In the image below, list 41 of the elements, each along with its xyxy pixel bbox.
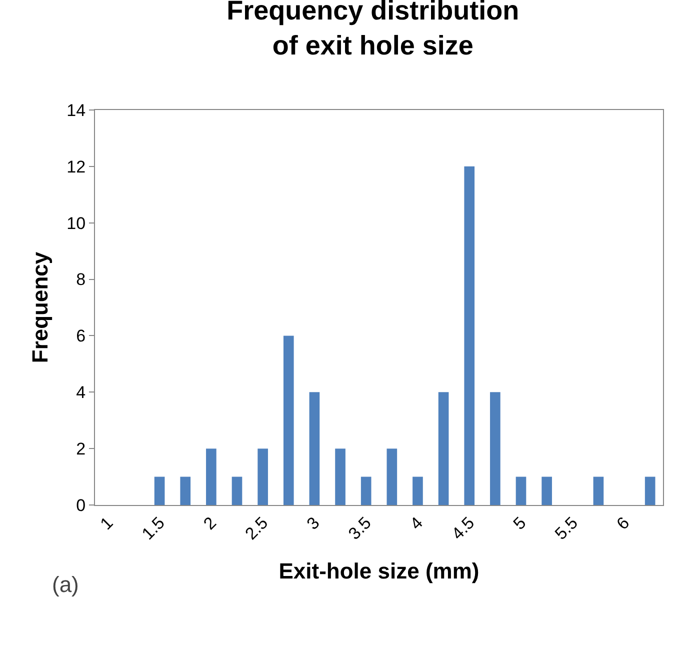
x-tick-label: 3.5 <box>344 513 375 544</box>
x-tick-label: 4.5 <box>448 513 478 544</box>
x-tick-label: 5.5 <box>551 513 582 544</box>
bar <box>335 448 346 505</box>
y-axis-title: Frequency <box>27 251 52 364</box>
bar <box>412 476 423 505</box>
x-tick-label: 3 <box>303 513 324 534</box>
y-tick-label: 10 <box>66 214 86 233</box>
x-tick-label: 5 <box>510 513 530 534</box>
bar <box>180 476 191 505</box>
bar <box>232 476 242 505</box>
x-tick-label: 1 <box>96 513 117 534</box>
x-axis-title: Exit-hole size (mm) <box>278 558 480 584</box>
bar <box>283 336 294 505</box>
bar <box>386 448 398 505</box>
bar <box>438 392 449 505</box>
x-tick-label: 6 <box>612 513 634 534</box>
bar <box>542 476 552 505</box>
y-tick-label: 0 <box>76 496 86 515</box>
text: (a) <box>52 572 79 597</box>
x-tick-label: 2 <box>200 513 220 534</box>
y-tick-label: 6 <box>76 326 86 346</box>
bar <box>490 392 500 505</box>
y-tick-label: 2 <box>76 440 86 459</box>
bar <box>360 476 372 505</box>
bar <box>309 392 320 505</box>
y-tick-label: 8 <box>76 270 86 290</box>
bar <box>516 476 526 505</box>
bar <box>464 166 475 505</box>
x-tick-label: 4 <box>406 513 427 534</box>
x-tick-label: 1.5 <box>138 513 168 544</box>
y-tick-label: 12 <box>66 157 86 176</box>
y-tick-label: 14 <box>66 100 86 120</box>
x-tick-label: 2.5 <box>242 513 272 544</box>
bar <box>258 448 268 505</box>
bar <box>644 476 656 505</box>
bar <box>206 448 216 505</box>
bar <box>593 476 604 505</box>
bar <box>154 476 165 505</box>
chart-title: Frequency distribution of exit hole size <box>226 0 520 60</box>
y-tick-label: 4 <box>76 383 86 402</box>
